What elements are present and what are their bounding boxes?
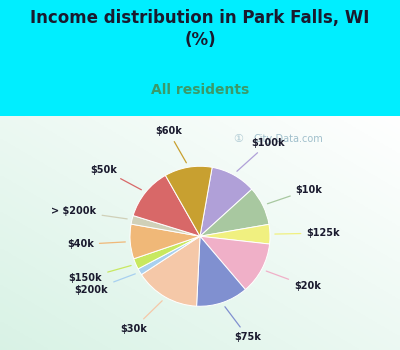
Text: ①: ① bbox=[233, 134, 243, 144]
Wedge shape bbox=[200, 236, 270, 289]
Wedge shape bbox=[166, 166, 212, 236]
Text: $60k: $60k bbox=[155, 126, 186, 163]
Wedge shape bbox=[200, 224, 270, 244]
Text: $30k: $30k bbox=[120, 301, 162, 334]
Text: $75k: $75k bbox=[225, 307, 261, 342]
Text: $100k: $100k bbox=[237, 138, 285, 171]
Text: > $200k: > $200k bbox=[52, 206, 127, 219]
Wedge shape bbox=[130, 224, 200, 259]
Text: $40k: $40k bbox=[67, 239, 125, 250]
Text: $50k: $50k bbox=[90, 164, 141, 190]
Wedge shape bbox=[200, 167, 252, 236]
Wedge shape bbox=[200, 189, 269, 236]
Wedge shape bbox=[138, 236, 200, 275]
Text: Income distribution in Park Falls, WI
(%): Income distribution in Park Falls, WI (%… bbox=[30, 9, 370, 49]
Text: $150k: $150k bbox=[69, 266, 131, 284]
Text: All residents: All residents bbox=[151, 83, 249, 97]
Wedge shape bbox=[134, 236, 200, 269]
Text: City-Data.com: City-Data.com bbox=[253, 134, 323, 144]
Text: $200k: $200k bbox=[75, 274, 135, 295]
Wedge shape bbox=[196, 236, 245, 306]
Text: $10k: $10k bbox=[268, 184, 322, 204]
Text: $20k: $20k bbox=[266, 271, 321, 291]
Wedge shape bbox=[131, 216, 200, 236]
Wedge shape bbox=[133, 175, 200, 236]
Text: $125k: $125k bbox=[275, 228, 340, 238]
Wedge shape bbox=[142, 236, 200, 306]
